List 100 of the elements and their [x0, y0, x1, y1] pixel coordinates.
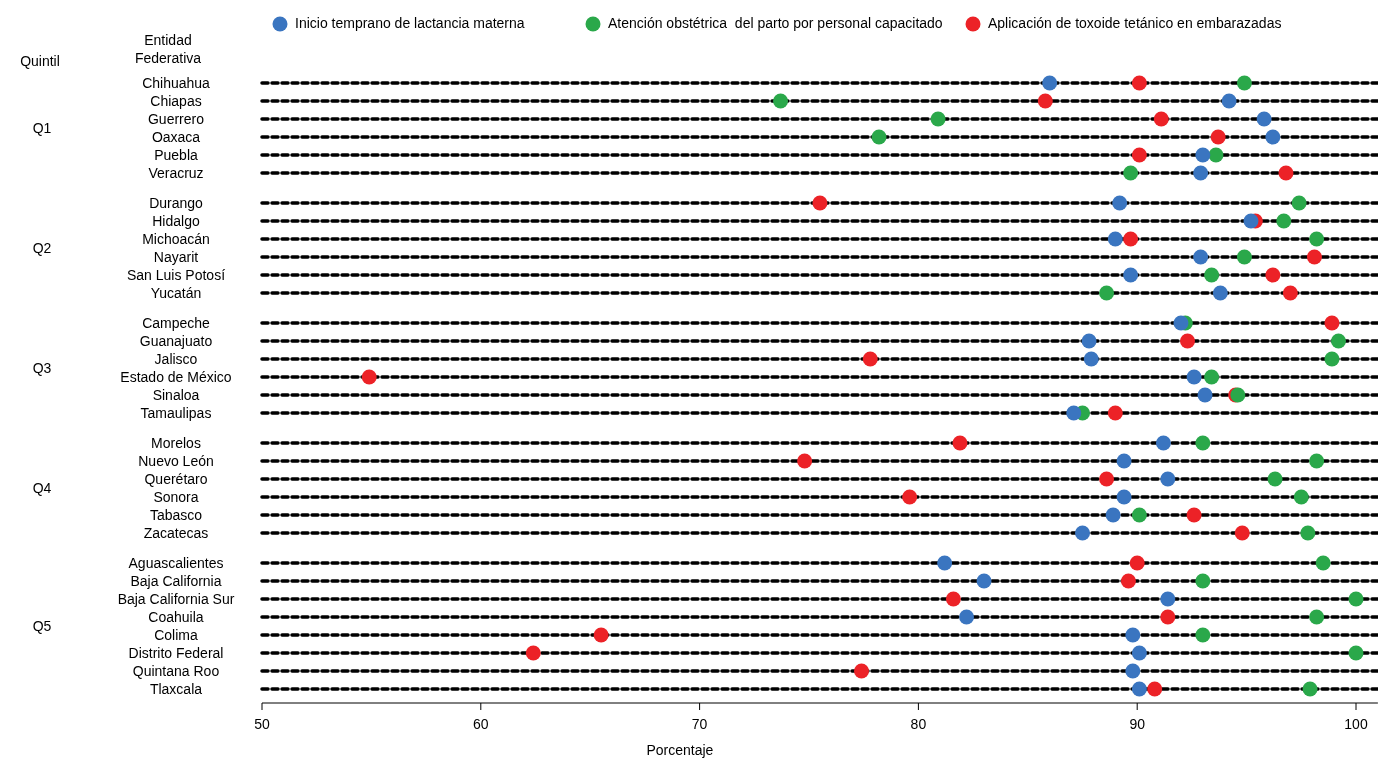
- point: [1105, 507, 1121, 523]
- legend-label: Aplicación de toxoide tetánico en embarazadas: [988, 15, 1282, 31]
- x-tick-label: 50: [254, 716, 270, 732]
- point: [854, 663, 870, 679]
- text: Q2: [32, 240, 52, 256]
- point: [361, 369, 377, 385]
- point: [1234, 525, 1250, 541]
- point: [1125, 627, 1141, 643]
- y-tick-label: Coahuila: [148, 609, 204, 625]
- point: [1309, 609, 1325, 625]
- point: [1291, 195, 1307, 211]
- point: [1348, 591, 1364, 607]
- point: [959, 609, 975, 625]
- point: [1236, 249, 1252, 265]
- point: [1107, 405, 1123, 421]
- y-tick-label: Michoacán: [142, 231, 210, 247]
- y-tick-label: Tlaxcala: [149, 681, 203, 697]
- point: [1243, 213, 1259, 229]
- point: [1306, 249, 1322, 265]
- y-tick-label: Nayarit: [153, 249, 199, 265]
- point: [1116, 453, 1132, 469]
- point: [871, 129, 887, 145]
- x-tick-label: 70: [691, 716, 708, 732]
- y-tick-label: Quintana Roo: [132, 663, 220, 679]
- y-tick-label: Veracruz: [148, 165, 204, 181]
- point: [1204, 369, 1220, 385]
- y-tick-label: Baja California Sur: [117, 591, 235, 607]
- point: [1099, 471, 1115, 487]
- point: [1160, 609, 1176, 625]
- point: [1075, 525, 1090, 541]
- point: [797, 453, 813, 469]
- text: Q5: [32, 618, 52, 634]
- point: [1197, 387, 1213, 403]
- point: [1309, 453, 1325, 469]
- point: [1153, 111, 1169, 127]
- y-tick-label: Tamaulipas: [140, 405, 212, 421]
- y-tick-label: Tabasco: [149, 507, 203, 523]
- y-tick-label: Zacatecas: [143, 525, 209, 541]
- y-tick-label: Colima: [154, 627, 198, 643]
- x-axis-title: Porcentaje: [646, 742, 714, 758]
- point: [1276, 213, 1292, 229]
- point: [1180, 333, 1196, 349]
- point: [1123, 267, 1139, 283]
- point: [1083, 351, 1099, 367]
- point: [1300, 525, 1316, 541]
- y-tick-label: Durango: [149, 195, 204, 211]
- y-tick-label: Campeche: [142, 315, 211, 331]
- y-tick-label: Jalisco: [154, 351, 198, 367]
- y-tick-label: Guerrero: [147, 111, 205, 127]
- point: [1112, 195, 1128, 211]
- y-tick-label: Estado de México: [120, 369, 232, 385]
- point: [1324, 351, 1340, 367]
- point: [1081, 333, 1097, 349]
- x-tick-label: 80: [910, 716, 927, 732]
- point: [1267, 471, 1283, 487]
- y-tick-label: Yucatán: [150, 285, 202, 301]
- point: [1160, 591, 1176, 607]
- text: Q1: [32, 120, 52, 136]
- point: [1265, 129, 1281, 145]
- text: Q3: [32, 360, 52, 376]
- point: [1042, 75, 1058, 91]
- point: [945, 591, 961, 607]
- y-tick-label: Chiapas: [150, 93, 202, 109]
- point: [773, 93, 789, 109]
- y-tick-label: Aguascalientes: [128, 555, 224, 571]
- point: [1186, 507, 1202, 523]
- point: [1208, 147, 1224, 163]
- point: [1236, 75, 1252, 91]
- point: [1125, 663, 1141, 679]
- y-tick-label: Distrito Federal: [128, 645, 224, 661]
- y-tick-label: Puebla: [154, 147, 199, 163]
- point: [1186, 369, 1202, 385]
- x-tick-label: 90: [1129, 716, 1146, 732]
- point: [1131, 147, 1147, 163]
- y-tick-label: Nuevo León: [138, 453, 214, 469]
- x-tick-label: 60: [473, 716, 489, 732]
- point: [1221, 93, 1237, 109]
- y-axis-title: Entidad Federativa: [134, 32, 202, 66]
- point: [1160, 471, 1176, 487]
- point: [1210, 129, 1226, 145]
- legend-label: Atención obstétrica del parto por personal capacitado: [608, 15, 943, 31]
- legend-label: Inicio temprano de lactancia materna: [295, 15, 525, 31]
- point: [1309, 231, 1325, 247]
- point: [862, 351, 878, 367]
- point: [1193, 249, 1209, 265]
- y-tick-label: Oaxaca: [151, 129, 201, 145]
- y-tick-label: San Luis Potosí: [126, 267, 226, 283]
- point: [1131, 507, 1147, 523]
- point: [1037, 93, 1053, 109]
- point: [593, 627, 609, 643]
- point: [1265, 267, 1281, 283]
- point: [1331, 333, 1346, 349]
- y-tick-label: Chihuahua: [142, 75, 211, 91]
- point: [1123, 231, 1139, 247]
- point: [1195, 147, 1211, 163]
- y-tick-label: Sonora: [153, 489, 199, 505]
- point: [1256, 111, 1272, 127]
- x-tick-label: 100: [1344, 716, 1368, 732]
- point: [1116, 489, 1132, 505]
- y-tick-label: Baja California: [130, 573, 222, 589]
